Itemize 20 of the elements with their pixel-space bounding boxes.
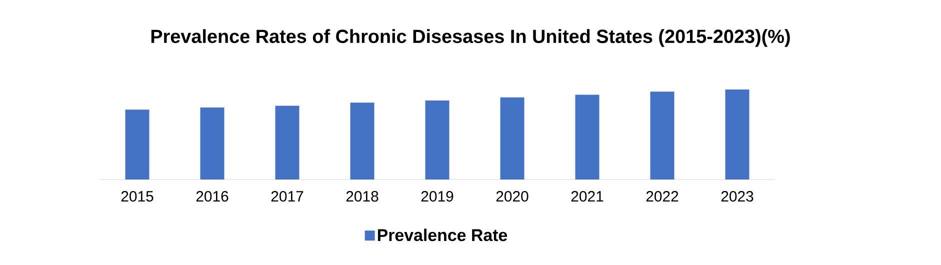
legend-label: Prevalence Rate [378, 228, 508, 242]
x-tick-label: 2022 [646, 191, 678, 202]
x-tick-label: 2017 [271, 191, 304, 202]
x-tick-label: 2023 [721, 191, 754, 202]
x-tick-label: 2021 [571, 191, 604, 202]
bar [650, 92, 674, 180]
chart-title: Prevalence Rates of Chronic Disesases In United States (2015-2023)(%) [151, 29, 790, 47]
bar [575, 94, 600, 180]
bar [425, 100, 450, 180]
bar [275, 106, 300, 180]
x-tick-label: 2020 [496, 191, 528, 202]
bar [725, 90, 750, 180]
bar [125, 110, 150, 180]
x-tick-label: 2016 [196, 191, 228, 202]
x-tick-label: 2019 [421, 191, 454, 202]
x-tick-label: 2015 [121, 191, 154, 202]
bar [200, 108, 224, 180]
bar [350, 102, 374, 180]
bar [500, 97, 524, 180]
x-tick-label: 2018 [346, 191, 378, 202]
